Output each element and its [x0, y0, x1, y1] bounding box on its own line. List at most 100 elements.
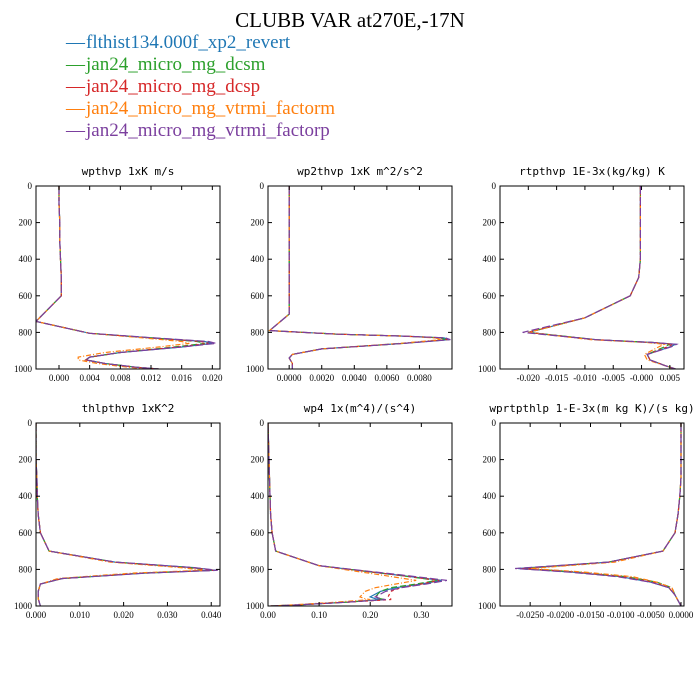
series-line	[268, 186, 441, 369]
series-line	[36, 423, 203, 606]
y-tick-label: 400	[19, 491, 33, 501]
series-line	[36, 186, 190, 369]
series-line	[515, 423, 682, 606]
y-tick-label: 1000	[14, 364, 33, 374]
legend-label: jan24_micro_mg_vtrmi_factorm	[86, 98, 336, 119]
y-tick-label: 200	[251, 218, 265, 228]
panel-title: wp4 1x(m^4)/(s^4)	[304, 402, 417, 415]
legend-label: jan24_micro_mg_dcsm	[86, 54, 266, 75]
y-tick-label: 0	[28, 418, 33, 428]
y-tick-label: 400	[19, 254, 33, 264]
y-tick-label: 600	[19, 291, 33, 301]
y-tick-label: 0	[260, 181, 265, 191]
legend-item: —jan24_micro_mg_dcsp	[66, 76, 335, 98]
x-tick-label: 0.005	[660, 373, 681, 383]
y-tick-label: 1000	[246, 601, 265, 611]
y-tick-label: 0	[492, 418, 497, 428]
series-line	[36, 186, 213, 369]
y-tick-label: 200	[19, 218, 33, 228]
y-tick-label: 600	[483, 291, 497, 301]
series-line	[528, 186, 678, 369]
x-tick-label: 0.0040	[342, 373, 367, 383]
legend: —flthist134.000f_xp2_revert —jan24_micro…	[66, 32, 335, 142]
series-line	[518, 423, 682, 606]
y-tick-label: 200	[483, 455, 497, 465]
legend-item: —flthist134.000f_xp2_revert	[66, 32, 335, 54]
x-tick-label: 0.020	[113, 610, 134, 620]
x-tick-label: 0.00	[260, 610, 276, 620]
x-tick-label: 0.0060	[374, 373, 399, 383]
x-tick-label: 0.008	[110, 373, 131, 383]
y-tick-label: 1000	[246, 364, 265, 374]
x-tick-label: -0.0200	[546, 610, 574, 620]
y-tick-label: 1000	[478, 364, 497, 374]
series-line	[522, 186, 679, 369]
panel-title: wp2thvp 1xK m^2/s^2	[297, 165, 423, 178]
x-tick-label: -0.0150	[577, 610, 605, 620]
y-tick-label: 400	[251, 254, 265, 264]
y-tick-label: 800	[19, 564, 33, 574]
series-line	[528, 186, 676, 369]
chart-panel: wp2thvp 1xK m^2/s^2 0 200 400 600 800 1000 0.00…	[246, 165, 453, 383]
y-tick-label: 200	[19, 455, 33, 465]
chart-panel: rtpthvp 1E-3x(kg/kg) K 0 200 400 600 800 1000 -…	[478, 165, 685, 383]
x-tick-label: -0.015	[545, 373, 569, 383]
series-line	[268, 186, 451, 369]
x-tick-label: 0.000	[49, 373, 70, 383]
y-tick-label: 600	[19, 528, 33, 538]
x-tick-label: -0.000	[630, 373, 654, 383]
series-line	[268, 186, 446, 369]
x-tick-label: 0.10	[311, 610, 327, 620]
series-line	[528, 186, 676, 369]
y-tick-label: 400	[251, 491, 265, 501]
y-tick-label: 800	[483, 564, 497, 574]
panel-title: rtpthvp 1E-3x(kg/kg) K	[519, 165, 665, 178]
chart-panel: wpthvp 1xK m/s 0 200 400 600 800 1000 0.000 0.00…	[14, 165, 223, 383]
y-tick-label: 200	[251, 455, 265, 465]
x-tick-label: 0.0080	[407, 373, 432, 383]
series-line	[521, 423, 682, 606]
x-tick-label: -0.0100	[607, 610, 635, 620]
x-tick-label: -0.0250	[516, 610, 544, 620]
legend-label: jan24_micro_mg_vtrmi_factorp	[86, 120, 330, 141]
series-line	[268, 423, 437, 606]
plot-frame	[267, 185, 453, 370]
series-line	[36, 186, 217, 369]
y-tick-label: 800	[251, 564, 265, 574]
x-tick-label: 0.000	[26, 610, 47, 620]
x-tick-label: -0.0050	[637, 610, 665, 620]
y-tick-label: 400	[483, 491, 497, 501]
x-tick-label: 0.040	[201, 610, 222, 620]
legend-label: jan24_micro_mg_dcsp	[86, 76, 261, 97]
series-line	[524, 423, 682, 606]
y-tick-label: 800	[251, 327, 265, 337]
plot-frame	[267, 422, 453, 607]
plot-frame	[35, 422, 221, 607]
x-tick-label: 0.30	[413, 610, 429, 620]
series-line	[268, 423, 440, 606]
y-tick-label: 800	[19, 327, 33, 337]
x-tick-label: 0.012	[141, 373, 161, 383]
x-tick-label: 0.020	[202, 373, 223, 383]
x-tick-label: -0.010	[573, 373, 597, 383]
x-tick-label: 0.0020	[309, 373, 334, 383]
x-tick-label: 0.030	[157, 610, 178, 620]
chart-panel: wprtpthlp 1-E-3x(m kg K)/(s kg) 0 200 400 60…	[478, 402, 695, 620]
plot-frame	[35, 185, 221, 370]
series-line	[36, 423, 218, 606]
panel-title: wprtpthlp 1-E-3x(m kg K)/(s kg)	[489, 402, 694, 415]
series-line	[268, 423, 448, 606]
y-tick-label: 600	[251, 291, 265, 301]
x-tick-label: -0.020	[517, 373, 541, 383]
series-line	[528, 186, 676, 369]
y-tick-label: 200	[483, 218, 497, 228]
legend-label: flthist134.000f_xp2_revert	[86, 32, 291, 53]
y-tick-label: 1000	[478, 601, 497, 611]
y-tick-label: 600	[251, 528, 265, 538]
y-tick-label: 800	[483, 327, 497, 337]
plot-frame	[499, 185, 685, 370]
y-tick-label: 1000	[14, 601, 33, 611]
